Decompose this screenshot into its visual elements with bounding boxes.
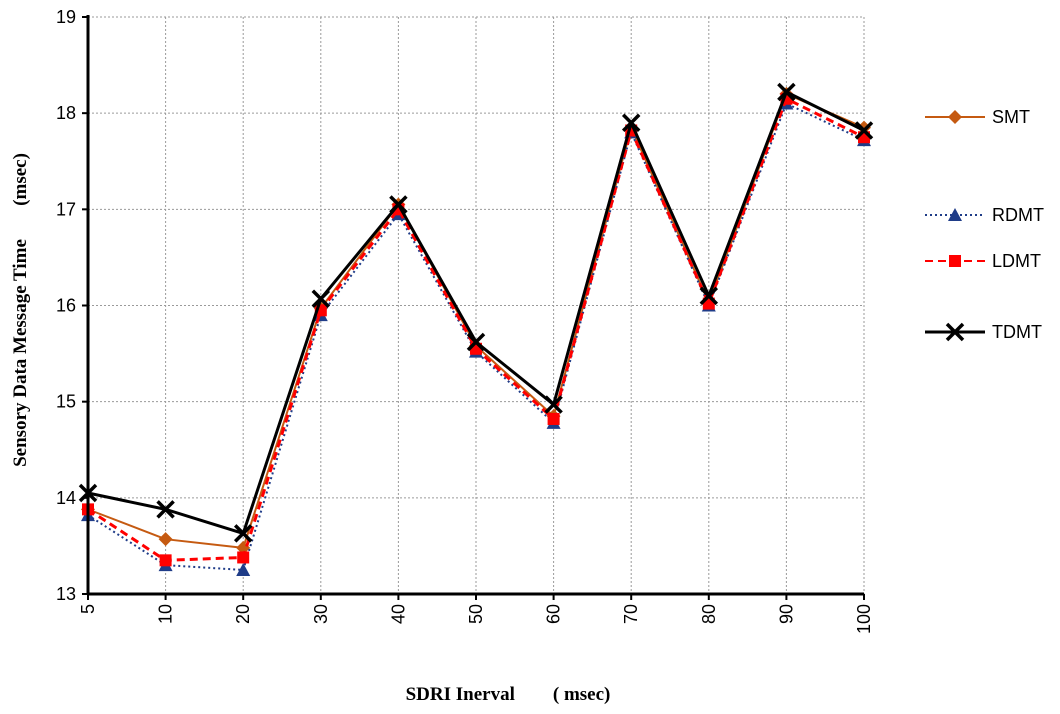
y-tick-label: 15	[56, 392, 76, 412]
y-tick-label: 14	[56, 488, 76, 508]
series-tdmt-point	[699, 286, 719, 306]
legend-label-ldmt: LDMT	[992, 251, 1041, 271]
legend-item-smt: SMT	[925, 107, 1030, 127]
legend-label-tdmt: TDMT	[992, 322, 1042, 342]
x-tick-label: 30	[311, 604, 331, 624]
series-tdmt-point	[544, 395, 563, 414]
series-rdmt-point	[236, 562, 251, 576]
y-tick-label: 16	[56, 296, 76, 316]
series-tdmt-point	[466, 332, 486, 352]
legend: SMT RDMT LDMT TDMT	[925, 107, 1044, 342]
x-tick-label: 90	[776, 604, 796, 624]
series-tdmt-point	[389, 195, 408, 214]
legend-label-rdmt: RDMT	[992, 205, 1044, 225]
x-tick-label: 80	[699, 604, 719, 624]
x-tick-label: 50	[466, 604, 486, 624]
ticks: 13 14 15 16 17 18 19 5 10 20 30 40 50 60 70 80 90 100	[56, 7, 874, 634]
series-layer	[78, 82, 874, 576]
x-tick-label: 5	[78, 604, 98, 614]
legend-marker-ldmt	[949, 255, 961, 267]
series-ldmt-point	[547, 412, 560, 425]
grid	[88, 16, 865, 594]
legend-marker-rdmt	[948, 208, 962, 221]
series-tdmt-point	[233, 524, 253, 543]
y-tick-label: 13	[56, 584, 76, 604]
series-tdmt-point	[777, 82, 796, 102]
series-smt-point	[158, 532, 173, 547]
y-tick-label: 18	[56, 103, 76, 123]
y-axis-title: Sensory Data Message Time (msec)	[10, 153, 31, 467]
y-tick-label: 19	[56, 7, 76, 27]
legend-item-rdmt: RDMT	[925, 205, 1044, 225]
series-tdmt	[78, 82, 874, 543]
series-ldmt-point	[237, 551, 250, 564]
series-tdmt-point	[854, 121, 874, 140]
series-tdmt-point	[621, 113, 641, 133]
series-tdmt-point	[311, 289, 331, 309]
legend-item-ldmt: LDMT	[925, 251, 1041, 271]
series-rdmt	[81, 96, 871, 576]
series-smt-point	[857, 120, 871, 135]
x-tick-label: 40	[388, 604, 408, 624]
series-tdmt-point	[156, 500, 175, 519]
legend-label-smt: SMT	[992, 107, 1030, 127]
legend-marker-tdmt	[945, 322, 965, 342]
series-ldmt-point	[159, 554, 172, 567]
x-axis-title: SDRI Inerval ( msec)	[406, 684, 611, 705]
y-tick-label: 17	[56, 199, 76, 219]
legend-marker-smt	[948, 110, 962, 124]
legend-item-tdmt: TDMT	[925, 322, 1042, 342]
x-tick-label: 10	[156, 604, 176, 624]
x-tick-label: 20	[233, 604, 253, 624]
x-tick-label: 60	[544, 604, 564, 624]
x-tick-label: 100	[854, 604, 874, 634]
x-tick-label: 70	[621, 604, 641, 624]
